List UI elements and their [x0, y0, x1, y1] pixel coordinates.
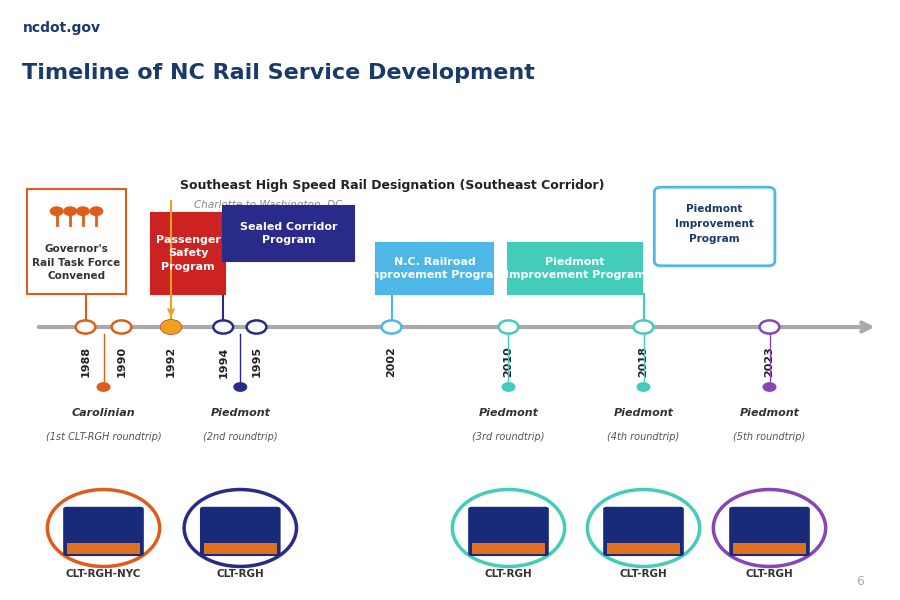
Text: 1992: 1992 — [166, 346, 176, 377]
FancyBboxPatch shape — [200, 507, 281, 556]
Circle shape — [97, 383, 110, 391]
Text: CLT-RGH: CLT-RGH — [619, 569, 668, 578]
Text: Program: Program — [262, 235, 315, 245]
Text: Rail Task Force: Rail Task Force — [32, 257, 121, 268]
Circle shape — [502, 383, 515, 391]
FancyBboxPatch shape — [151, 213, 225, 294]
Text: 1988: 1988 — [80, 346, 91, 377]
Circle shape — [213, 320, 233, 334]
Text: Piedmont: Piedmont — [211, 408, 270, 418]
FancyBboxPatch shape — [508, 243, 642, 294]
FancyBboxPatch shape — [607, 543, 680, 554]
Text: 1995: 1995 — [251, 346, 262, 377]
Text: 6: 6 — [856, 575, 864, 588]
Text: Piedmont: Piedmont — [545, 257, 605, 267]
Text: Passenger: Passenger — [156, 235, 220, 245]
FancyBboxPatch shape — [63, 507, 144, 556]
Text: Southeast High Speed Rail Designation (Southeast Corridor): Southeast High Speed Rail Designation (S… — [180, 179, 605, 192]
Text: Improvement Program: Improvement Program — [505, 270, 645, 280]
Text: (4th roundtrip): (4th roundtrip) — [608, 432, 680, 442]
FancyBboxPatch shape — [67, 543, 140, 554]
FancyBboxPatch shape — [472, 543, 545, 554]
Circle shape — [161, 320, 181, 334]
Text: 1990: 1990 — [116, 346, 127, 377]
Text: N.C. Railroad: N.C. Railroad — [394, 257, 475, 267]
Circle shape — [76, 320, 95, 334]
Text: Piedmont: Piedmont — [614, 408, 673, 418]
Text: (3rd roundtrip): (3rd roundtrip) — [472, 432, 544, 442]
Circle shape — [760, 320, 779, 334]
Text: Charlotte to Washington, DC: Charlotte to Washington, DC — [194, 200, 342, 210]
Circle shape — [637, 383, 650, 391]
Circle shape — [499, 320, 518, 334]
Text: CLT-RGH: CLT-RGH — [745, 569, 794, 578]
Text: Governor's: Governor's — [45, 244, 108, 254]
Circle shape — [634, 320, 653, 334]
Text: 2018: 2018 — [638, 346, 649, 377]
Text: CLT-RGH: CLT-RGH — [216, 569, 265, 578]
Circle shape — [161, 320, 181, 334]
Circle shape — [112, 320, 131, 334]
Circle shape — [50, 207, 63, 215]
Text: Program: Program — [689, 233, 740, 244]
FancyBboxPatch shape — [223, 206, 354, 261]
Text: CLT-RGH: CLT-RGH — [484, 569, 533, 578]
Text: Convened: Convened — [48, 271, 105, 281]
Circle shape — [90, 207, 103, 215]
FancyBboxPatch shape — [654, 187, 775, 266]
Text: 1994: 1994 — [218, 346, 229, 377]
Circle shape — [234, 383, 247, 391]
Text: Piedmont: Piedmont — [687, 203, 742, 214]
Text: Piedmont: Piedmont — [740, 408, 799, 418]
Text: Timeline of NC Rail Service Development: Timeline of NC Rail Service Development — [22, 63, 536, 83]
Circle shape — [64, 207, 76, 215]
Text: Carolinian: Carolinian — [72, 408, 135, 418]
Text: Piedmont: Piedmont — [479, 408, 538, 418]
Text: Improvement Program: Improvement Program — [364, 270, 505, 280]
Circle shape — [382, 320, 401, 334]
FancyBboxPatch shape — [376, 243, 493, 294]
Text: 2023: 2023 — [764, 346, 775, 377]
Text: Program: Program — [161, 262, 215, 272]
Text: 2002: 2002 — [386, 346, 397, 377]
FancyBboxPatch shape — [729, 507, 810, 556]
Text: Safety: Safety — [168, 248, 209, 259]
Circle shape — [247, 320, 266, 334]
Text: Improvement: Improvement — [675, 218, 754, 229]
FancyBboxPatch shape — [468, 507, 549, 556]
Text: (2nd roundtrip): (2nd roundtrip) — [203, 432, 277, 442]
FancyBboxPatch shape — [203, 543, 277, 554]
Text: CLT-RGH-NYC: CLT-RGH-NYC — [66, 569, 141, 578]
Text: 2010: 2010 — [503, 346, 514, 377]
FancyBboxPatch shape — [733, 543, 806, 554]
Text: (1st CLT-RGH roundtrip): (1st CLT-RGH roundtrip) — [46, 432, 161, 442]
Text: Sealed Corridor: Sealed Corridor — [239, 222, 338, 232]
Text: (5th roundtrip): (5th roundtrip) — [734, 432, 806, 442]
FancyBboxPatch shape — [27, 189, 126, 294]
FancyBboxPatch shape — [603, 507, 684, 556]
Circle shape — [763, 383, 776, 391]
Circle shape — [76, 207, 89, 215]
Text: ncdot.gov: ncdot.gov — [22, 21, 101, 35]
